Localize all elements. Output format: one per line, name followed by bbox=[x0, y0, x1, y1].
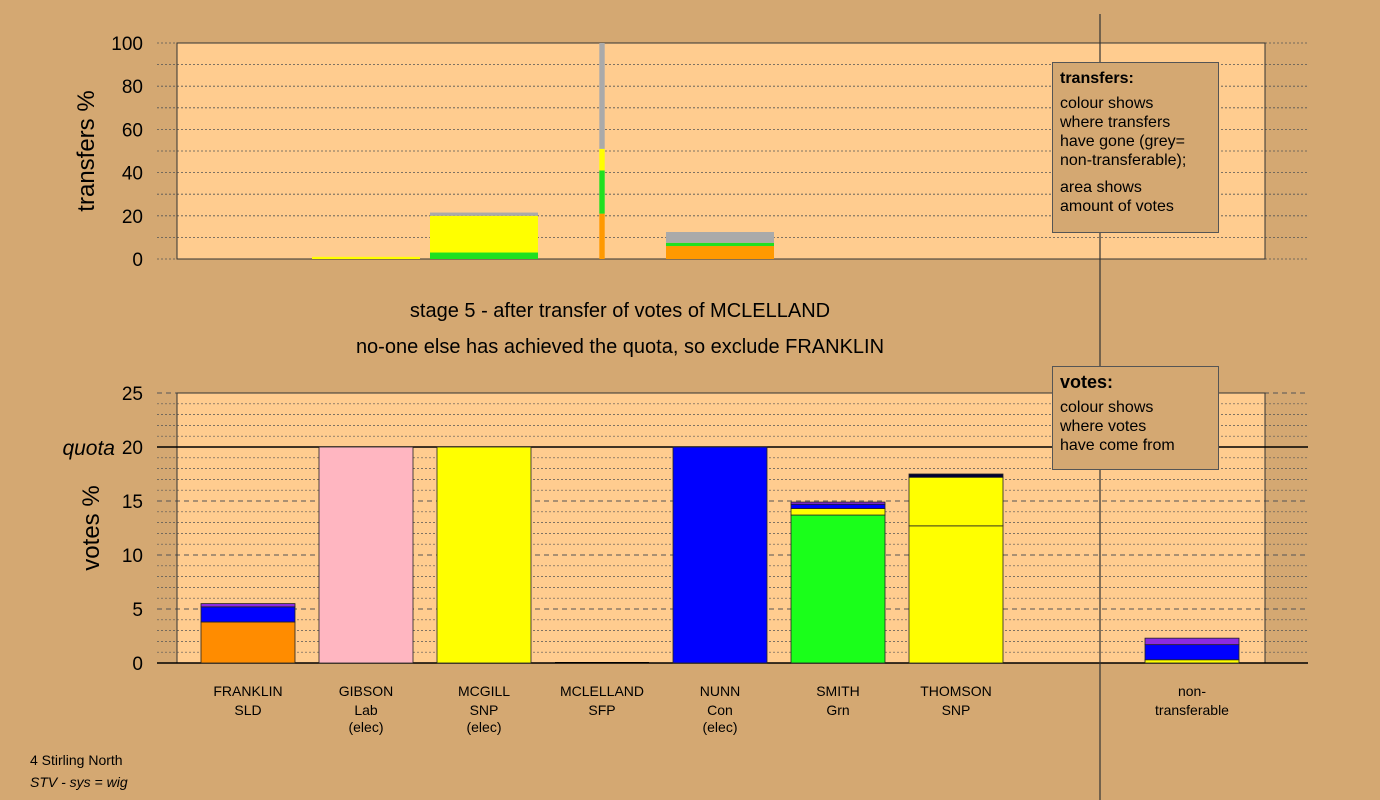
candidate-party: SLD bbox=[234, 702, 261, 718]
candidate-name: FRANKLIN bbox=[213, 683, 282, 699]
transfer-segment bbox=[666, 242, 774, 247]
candidate-status: (elec) bbox=[702, 719, 737, 735]
vote-segment bbox=[200, 603, 296, 608]
vote-segment bbox=[200, 621, 296, 664]
candidate-name: GIBSON bbox=[339, 683, 393, 699]
votes-tick-label: 5 bbox=[132, 600, 143, 621]
candidate-name: SMITH bbox=[816, 683, 860, 699]
votes-note-title: votes: bbox=[1060, 372, 1114, 392]
vote-segment bbox=[790, 503, 886, 509]
transfer-segment bbox=[599, 213, 605, 259]
quota-label: quota bbox=[62, 437, 115, 460]
vote-segment bbox=[908, 473, 1004, 478]
votes-note: votes: colour shows where votes have com… bbox=[1052, 366, 1219, 470]
transfers-note: transfers: colour shows where transfers … bbox=[1052, 62, 1219, 233]
candidate-party: transferable bbox=[1155, 702, 1229, 718]
votes-axis-label: votes % bbox=[78, 485, 105, 570]
transfers-tick-label: 0 bbox=[132, 250, 143, 271]
candidate-name: non- bbox=[1178, 683, 1206, 699]
vote-segment bbox=[672, 446, 768, 664]
transfers-note-title: transfers: bbox=[1060, 70, 1134, 87]
transfer-segment bbox=[666, 232, 774, 243]
candidate-party: Lab bbox=[354, 702, 378, 718]
candidate-name: THOMSON bbox=[920, 683, 992, 699]
candidate-status: (elec) bbox=[348, 719, 383, 735]
vote-segment bbox=[1144, 637, 1240, 646]
votes-tick-label: 15 bbox=[122, 492, 143, 513]
stage-text: stage 5 - after transfer of votes of MCL… bbox=[409, 300, 831, 322]
transfers-tick-label: 60 bbox=[122, 120, 143, 141]
decision-text: no-one else has achieved the quota, so e… bbox=[355, 336, 885, 358]
vote-segment bbox=[200, 606, 296, 623]
votes-tick-label: 25 bbox=[122, 384, 143, 405]
transfers-tick-label: 20 bbox=[122, 207, 143, 228]
vote-segment bbox=[1144, 644, 1240, 661]
vote-segment bbox=[908, 525, 1004, 664]
transfer-segment bbox=[599, 43, 605, 149]
transfer-segment bbox=[599, 148, 605, 171]
votes-tick-label: 10 bbox=[122, 546, 143, 567]
transfer-segment bbox=[312, 256, 420, 259]
vote-segment bbox=[1144, 659, 1240, 664]
candidate-name: MCLELLAND bbox=[560, 683, 644, 699]
footer-constituency: 4 Stirling North bbox=[30, 752, 123, 768]
footer-system: STV - sys = wig bbox=[30, 774, 128, 790]
transfers-note-line-1: colour shows where transfers have gone (… bbox=[1060, 95, 1187, 169]
candidate-party: Grn bbox=[826, 702, 849, 718]
transfer-segment bbox=[430, 215, 538, 253]
candidate-name: MCGILL bbox=[458, 683, 510, 699]
transfers-tick-label: 80 bbox=[122, 77, 143, 98]
candidate-party: Con bbox=[707, 702, 733, 718]
vote-segment bbox=[790, 501, 886, 505]
votes-tick-label: 20 bbox=[122, 438, 143, 459]
transfer-segment bbox=[666, 246, 774, 259]
candidate-status: (elec) bbox=[466, 719, 501, 735]
vote-segment bbox=[790, 508, 886, 516]
transfers-tick-label: 40 bbox=[122, 164, 143, 185]
transfers-tick-label: 100 bbox=[111, 34, 143, 55]
vote-segment bbox=[908, 476, 1004, 527]
transfer-segment bbox=[430, 212, 538, 216]
transfer-segment bbox=[599, 170, 605, 214]
vote-segment bbox=[790, 514, 886, 664]
transfer-segment bbox=[430, 252, 538, 259]
candidate-party: SFP bbox=[588, 702, 615, 718]
candidate-party: SNP bbox=[942, 702, 971, 718]
votes-note-line-1: colour shows where votes have come from bbox=[1060, 399, 1175, 454]
vote-segment bbox=[436, 446, 532, 664]
votes-tick-label: 0 bbox=[132, 654, 143, 675]
candidate-party: SNP bbox=[470, 702, 499, 718]
transfers-note-line-2: area shows amount of votes bbox=[1060, 179, 1174, 215]
candidate-name: NUNN bbox=[700, 683, 740, 699]
transfers-axis-label: transfers % bbox=[73, 90, 100, 211]
vote-segment bbox=[318, 446, 414, 664]
